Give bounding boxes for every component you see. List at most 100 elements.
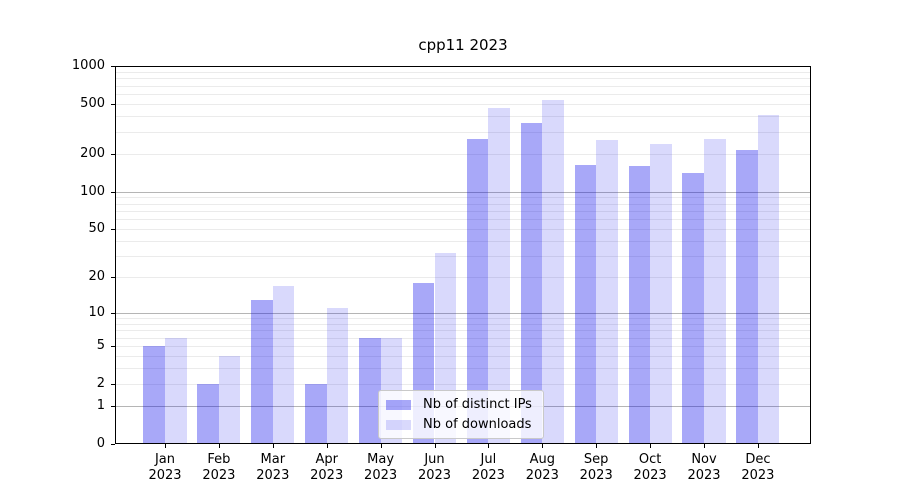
minor-gridline — [115, 323, 811, 325]
bar-downloads-jan — [165, 337, 187, 444]
minor-gridline — [115, 346, 811, 347]
minor-gridline — [115, 318, 811, 319]
legend-item-distinct-ips: Nb of distinct IPs — [386, 395, 533, 415]
major-gridline — [115, 191, 811, 193]
y-axis-tick — [111, 277, 115, 279]
y-axis-tick-label: 100 — [80, 183, 105, 199]
bar-distinct-ips-mar — [251, 299, 273, 444]
x-axis-tick — [704, 444, 705, 448]
minor-gridline — [115, 330, 811, 332]
bar-downloads-jul — [488, 107, 510, 444]
x-axis-tick-label: Apr 2023 — [310, 452, 344, 483]
y-axis-tick — [111, 228, 115, 230]
minor-gridline — [115, 240, 811, 242]
minor-gridline — [115, 93, 811, 95]
x-axis-tick — [218, 444, 220, 448]
y-axis-tick — [111, 444, 115, 445]
x-axis-tick-label: Oct 2023 — [633, 452, 667, 483]
bar-downloads-dec — [757, 114, 780, 444]
bar-downloads-apr — [326, 308, 349, 444]
y-axis-tick-label: 50 — [88, 220, 105, 236]
legend-swatch-distinct-ips — [386, 400, 411, 410]
minor-gridline — [115, 131, 811, 133]
y-axis-tick-label: 1000 — [71, 58, 105, 73]
y-axis-tick-label: 0 — [96, 436, 105, 451]
minor-gridline — [115, 71, 811, 73]
minor-gridline — [115, 383, 811, 385]
x-axis-tick-label: Sep 2023 — [579, 452, 613, 483]
y-axis-tick — [111, 191, 115, 193]
minor-gridline — [115, 368, 811, 370]
x-axis-tick — [488, 444, 490, 448]
minor-gridline — [115, 103, 811, 105]
x-axis-tick-label: Nov 2023 — [687, 452, 721, 483]
y-axis-tick — [111, 153, 115, 155]
y-axis-tick-label: 10 — [88, 304, 105, 320]
y-axis-tick — [111, 103, 115, 105]
x-axis-tick — [434, 444, 436, 448]
bar-distinct-ips-aug — [520, 123, 543, 444]
bar-distinct-ips-apr — [305, 383, 327, 444]
x-axis-tick-label: Feb 2023 — [202, 452, 236, 483]
bar-distinct-ips-jan — [143, 346, 165, 444]
x-axis-tick — [596, 444, 598, 448]
bar-downloads-nov — [704, 139, 726, 444]
major-gridline — [115, 66, 811, 67]
bar-downloads-mar — [272, 285, 295, 444]
bar-downloads-aug — [542, 99, 564, 444]
x-axis-tick — [380, 444, 382, 448]
minor-gridline — [115, 78, 811, 80]
bar-distinct-ips-dec — [736, 150, 758, 444]
x-axis-tick-label: Dec 2023 — [741, 452, 775, 483]
y-axis-tick-label: 2 — [96, 375, 105, 391]
bar-downloads-sep — [596, 140, 618, 444]
x-axis-tick-label: Aug 2023 — [525, 452, 559, 483]
bar-distinct-ips-may — [359, 337, 381, 444]
minor-gridline — [115, 210, 811, 212]
minor-gridline — [115, 116, 811, 118]
chart-title: cpp11 2023 — [418, 36, 508, 54]
y-axis-tick — [111, 346, 115, 347]
legend-item-downloads: Nb of downloads — [386, 415, 533, 435]
minor-gridline — [115, 228, 811, 230]
legend-label-downloads: Nb of downloads — [423, 417, 532, 432]
bar-downloads-feb — [218, 355, 241, 444]
x-axis-tick-label: Jan 2023 — [148, 452, 182, 483]
x-axis-tick-label: May 2023 — [364, 452, 398, 483]
minor-gridline — [115, 197, 811, 199]
legend-swatch-downloads — [386, 420, 411, 430]
bar-distinct-ips-sep — [574, 165, 597, 444]
minor-gridline — [115, 355, 811, 357]
bar-distinct-ips-nov — [682, 172, 704, 444]
minor-gridline — [115, 277, 811, 279]
minor-gridline — [115, 153, 811, 155]
minor-gridline — [115, 256, 811, 258]
bar-distinct-ips-jul — [466, 138, 489, 444]
y-axis-tick-label: 1 — [96, 398, 105, 414]
y-axis-tick-label: 200 — [80, 145, 105, 161]
y-axis-tick — [111, 312, 115, 314]
y-axis-tick-label: 20 — [88, 269, 105, 285]
minor-gridline — [115, 219, 811, 221]
bar-downloads-oct — [650, 143, 672, 444]
y-axis-tick-label: 500 — [80, 95, 105, 111]
x-axis-tick-label: Mar 2023 — [256, 452, 290, 483]
bar-distinct-ips-feb — [197, 383, 219, 444]
x-axis-tick-label: Jul 2023 — [471, 452, 505, 483]
bar-distinct-ips-oct — [628, 166, 651, 444]
minor-gridline — [115, 85, 811, 87]
x-axis-tick-label: Jun 2023 — [417, 452, 452, 483]
legend-label-distinct-ips: Nb of distinct IPs — [423, 397, 532, 412]
y-axis-tick — [111, 406, 115, 408]
minor-gridline — [115, 203, 811, 205]
legend: Nb of distinct IPs Nb of downloads — [378, 390, 544, 439]
y-axis-tick — [111, 383, 115, 385]
x-axis-tick — [326, 444, 328, 448]
major-gridline — [115, 312, 811, 314]
x-axis-tick — [272, 444, 274, 448]
y-axis-tick-label: 5 — [96, 338, 105, 353]
x-axis-tick — [757, 444, 759, 448]
y-axis-tick — [111, 66, 115, 67]
x-axis-tick — [542, 444, 544, 448]
